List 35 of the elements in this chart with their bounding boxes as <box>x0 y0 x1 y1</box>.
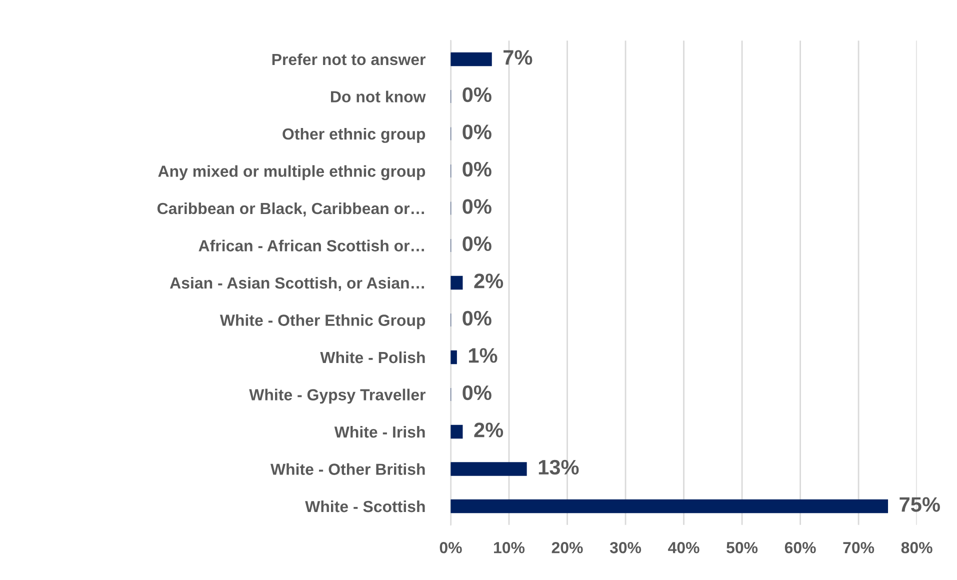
x-tick-label: 40% <box>668 542 700 554</box>
data-label: 2% <box>474 422 504 438</box>
y-tick-label: White - Other Ethnic Group <box>220 314 426 330</box>
x-tick-label: 50% <box>726 542 758 554</box>
y-tick-label: White - Gypsy Traveller <box>249 388 426 404</box>
data-label: 1% <box>468 348 498 363</box>
y-tick-label: White - Irish <box>334 426 425 438</box>
y-tick-label: White - Polish <box>320 351 425 364</box>
y-tick-label: White - Other British <box>270 463 425 475</box>
data-label: 7% <box>504 50 532 65</box>
data-label: 0% <box>462 162 492 177</box>
x-tick-label: 20% <box>552 542 583 554</box>
data-label: 0% <box>462 87 492 102</box>
y-tick-label: African - African Scottish or… <box>198 240 424 252</box>
data-label: 13% <box>538 460 579 475</box>
y-tick-label: Other ethnic group <box>282 128 426 143</box>
data-label: 0% <box>462 310 492 326</box>
data-label: 2% <box>474 274 504 288</box>
x-tick-label: 30% <box>610 542 642 554</box>
y-tick-label: Prefer not to answer <box>272 53 426 66</box>
y-tick-label: Caribbean or Black, Caribbean or… <box>157 202 424 217</box>
data-label: 75% <box>900 497 940 512</box>
y-tick-label: Do not know <box>331 90 426 102</box>
y-tick-label: Asian - Asian Scottish, or Asian… <box>170 276 424 292</box>
data-label: 0% <box>462 385 492 400</box>
x-tick-label: 60% <box>784 542 816 554</box>
y-tick-label: Any mixed or multiple ethnic group <box>158 165 426 180</box>
x-tick-label: 80% <box>901 542 932 554</box>
data-label: 0% <box>462 199 492 214</box>
x-tick-label: 70% <box>843 542 874 554</box>
data-label: 0% <box>462 236 492 252</box>
y-tick-label: White - Scottish <box>305 500 425 512</box>
x-tick-label: 10% <box>494 542 525 554</box>
x-tick-label: 0% <box>440 542 462 554</box>
data-label: 0% <box>462 124 492 140</box>
